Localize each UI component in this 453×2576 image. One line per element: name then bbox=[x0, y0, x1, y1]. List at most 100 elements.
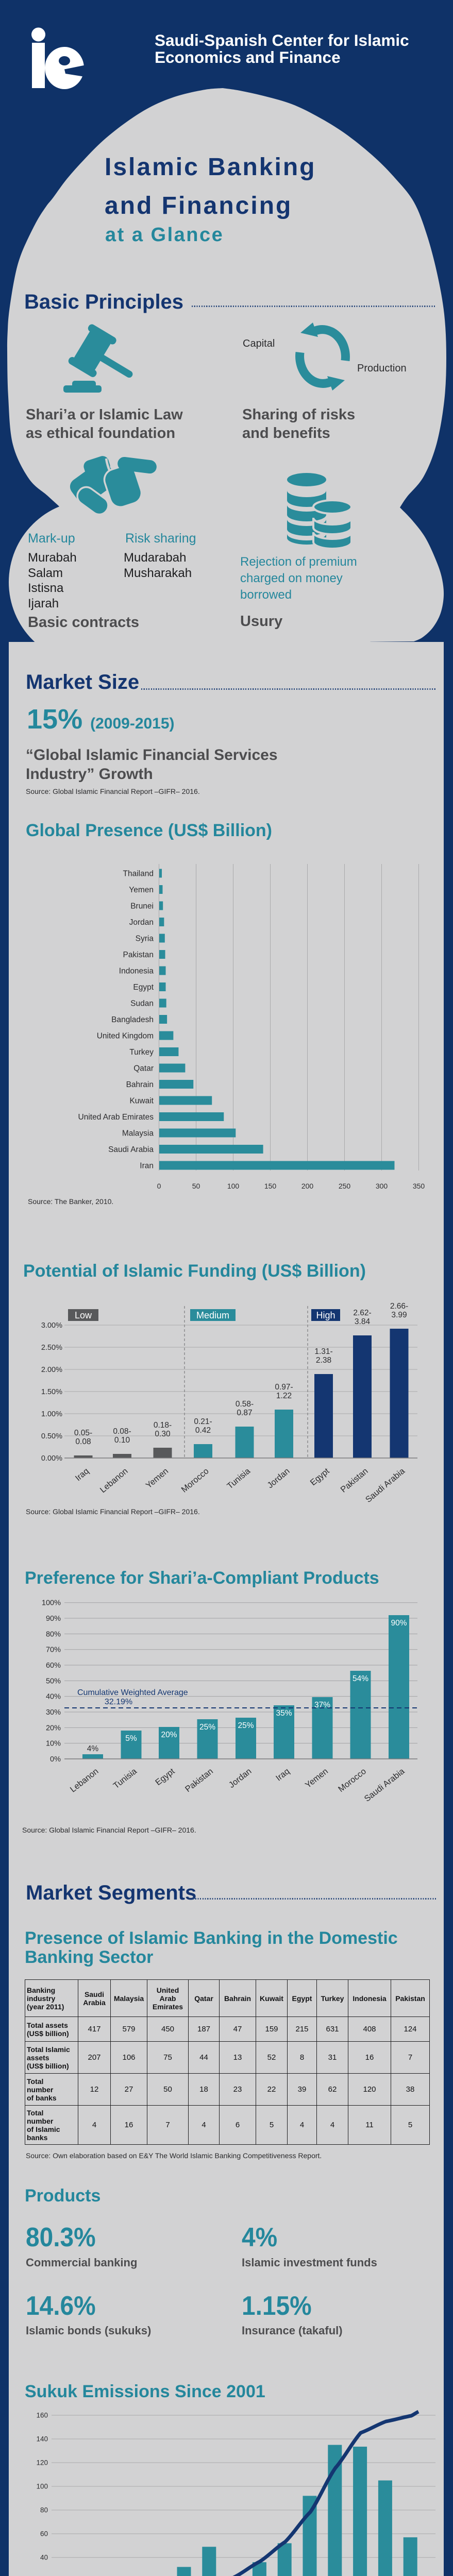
svg-text:Tunisia: Tunisia bbox=[111, 1766, 139, 1790]
svg-text:Egypt: Egypt bbox=[154, 1767, 177, 1787]
svg-text:Egypt: Egypt bbox=[133, 983, 154, 992]
svg-text:60%: 60% bbox=[46, 1662, 61, 1670]
svg-text:Kuwait: Kuwait bbox=[129, 1097, 154, 1106]
svg-text:35%: 35% bbox=[276, 1709, 292, 1718]
svg-text:0.42: 0.42 bbox=[195, 1426, 211, 1435]
svg-text:Saudi Arabia: Saudi Arabia bbox=[364, 1466, 407, 1504]
svg-text:100%: 100% bbox=[42, 1599, 61, 1607]
svg-text:Medium: Medium bbox=[196, 1310, 229, 1320]
svg-text:100: 100 bbox=[227, 1182, 240, 1190]
svg-text:80%: 80% bbox=[46, 1630, 61, 1638]
svg-text:250: 250 bbox=[339, 1182, 351, 1190]
svg-text:25%: 25% bbox=[199, 1723, 215, 1732]
svg-text:Jordan: Jordan bbox=[227, 1767, 254, 1790]
svg-text:0.30: 0.30 bbox=[155, 1430, 171, 1438]
svg-text:Iran: Iran bbox=[140, 1162, 154, 1171]
svg-text:0.50%: 0.50% bbox=[41, 1432, 62, 1440]
svg-text:Pakistan: Pakistan bbox=[339, 1466, 370, 1494]
svg-text:Malaysia: Malaysia bbox=[122, 1129, 154, 1138]
svg-text:Jordan: Jordan bbox=[129, 918, 154, 927]
svg-text:2.50%: 2.50% bbox=[41, 1344, 62, 1352]
svg-text:0.18-: 0.18- bbox=[154, 1421, 172, 1430]
svg-text:1.50%: 1.50% bbox=[41, 1388, 62, 1396]
svg-text:160: 160 bbox=[36, 2412, 48, 2419]
svg-text:60: 60 bbox=[40, 2530, 48, 2538]
svg-text:50%: 50% bbox=[46, 1677, 61, 1685]
svg-text:2.38: 2.38 bbox=[316, 1356, 331, 1365]
svg-text:Brunei: Brunei bbox=[130, 902, 154, 911]
svg-text:3.00%: 3.00% bbox=[41, 1321, 62, 1330]
svg-text:90%: 90% bbox=[391, 1619, 407, 1628]
svg-text:0.87: 0.87 bbox=[237, 1409, 252, 1417]
svg-text:Indonesia: Indonesia bbox=[119, 967, 154, 976]
svg-text:Sudan: Sudan bbox=[130, 999, 154, 1008]
svg-text:54%: 54% bbox=[353, 1674, 368, 1683]
svg-text:Syria: Syria bbox=[136, 935, 154, 943]
svg-text:20%: 20% bbox=[46, 1724, 61, 1732]
svg-text:140: 140 bbox=[36, 2435, 48, 2443]
svg-text:10%: 10% bbox=[46, 1740, 61, 1748]
svg-text:120: 120 bbox=[36, 2459, 48, 2467]
svg-text:Jordan: Jordan bbox=[265, 1466, 291, 1490]
svg-text:2.66-: 2.66- bbox=[390, 1302, 408, 1311]
svg-text:40%: 40% bbox=[46, 1693, 61, 1701]
svg-text:25%: 25% bbox=[238, 1721, 254, 1730]
svg-text:0.97-: 0.97- bbox=[275, 1383, 293, 1392]
svg-text:Qatar: Qatar bbox=[133, 1064, 154, 1073]
svg-text:1.31-: 1.31- bbox=[314, 1347, 332, 1356]
svg-text:Yemen: Yemen bbox=[144, 1466, 170, 1490]
svg-text:5%: 5% bbox=[125, 1734, 137, 1743]
svg-text:0.58-: 0.58- bbox=[236, 1400, 254, 1409]
svg-text:Turkey: Turkey bbox=[129, 1048, 154, 1057]
svg-text:Bangladesh: Bangladesh bbox=[111, 1015, 154, 1024]
svg-text:Yemen: Yemen bbox=[129, 886, 154, 894]
svg-text:Low: Low bbox=[75, 1310, 92, 1320]
svg-text:3.84: 3.84 bbox=[355, 1317, 371, 1326]
svg-text:1.22: 1.22 bbox=[276, 1392, 292, 1400]
svg-text:0.08: 0.08 bbox=[75, 1437, 91, 1446]
svg-text:Thailand: Thailand bbox=[123, 870, 154, 878]
svg-text:High: High bbox=[316, 1310, 335, 1320]
svg-text:70%: 70% bbox=[46, 1646, 61, 1654]
svg-text:Morocco: Morocco bbox=[337, 1767, 368, 1794]
svg-text:0.05-: 0.05- bbox=[74, 1429, 92, 1437]
svg-text:50: 50 bbox=[192, 1182, 200, 1190]
svg-text:Morocco: Morocco bbox=[180, 1466, 211, 1494]
svg-text:Saudi Arabia: Saudi Arabia bbox=[363, 1766, 407, 1803]
svg-text:Iraq: Iraq bbox=[274, 1767, 291, 1783]
svg-text:Lebanon: Lebanon bbox=[69, 1767, 100, 1794]
svg-text:150: 150 bbox=[264, 1182, 277, 1190]
svg-text:United Arab Emirates: United Arab Emirates bbox=[78, 1113, 154, 1122]
svg-text:3.99: 3.99 bbox=[391, 1311, 407, 1319]
svg-text:350: 350 bbox=[413, 1182, 425, 1190]
svg-text:300: 300 bbox=[376, 1182, 388, 1190]
svg-text:20%: 20% bbox=[161, 1731, 177, 1739]
svg-text:Pakistan: Pakistan bbox=[123, 951, 154, 959]
svg-text:0.21-: 0.21- bbox=[194, 1417, 212, 1426]
svg-text:0: 0 bbox=[157, 1182, 161, 1190]
svg-text:0%: 0% bbox=[50, 1755, 61, 1764]
svg-text:37%: 37% bbox=[314, 1701, 330, 1709]
svg-text:Lebanon: Lebanon bbox=[98, 1466, 130, 1495]
svg-text:2.00%: 2.00% bbox=[41, 1366, 62, 1374]
svg-text:40: 40 bbox=[40, 2554, 48, 2562]
svg-text:2.62-: 2.62- bbox=[353, 1309, 371, 1317]
svg-text:80: 80 bbox=[40, 2506, 48, 2514]
svg-text:30%: 30% bbox=[46, 1708, 61, 1717]
svg-text:United Kingdom: United Kingdom bbox=[97, 1032, 154, 1041]
svg-text:4%: 4% bbox=[87, 1744, 99, 1753]
svg-text:Saudi Arabia: Saudi Arabia bbox=[108, 1145, 154, 1154]
svg-text:0.08-: 0.08- bbox=[113, 1427, 131, 1436]
svg-text:0.00%: 0.00% bbox=[41, 1454, 62, 1463]
svg-text:Egypt: Egypt bbox=[309, 1466, 331, 1487]
svg-text:Bahrain: Bahrain bbox=[126, 1080, 154, 1089]
svg-text:90%: 90% bbox=[46, 1615, 61, 1623]
svg-text:200: 200 bbox=[301, 1182, 314, 1190]
svg-text:100: 100 bbox=[36, 2483, 48, 2490]
svg-text:Iraq: Iraq bbox=[74, 1466, 91, 1483]
svg-text:1.00%: 1.00% bbox=[41, 1410, 62, 1418]
svg-text:0.10: 0.10 bbox=[114, 1436, 130, 1445]
svg-text:Pakistan: Pakistan bbox=[183, 1767, 215, 1794]
svg-text:Cumulative Weighted Average: Cumulative Weighted Average bbox=[77, 1688, 188, 1697]
svg-text:32.19%: 32.19% bbox=[105, 1698, 132, 1706]
